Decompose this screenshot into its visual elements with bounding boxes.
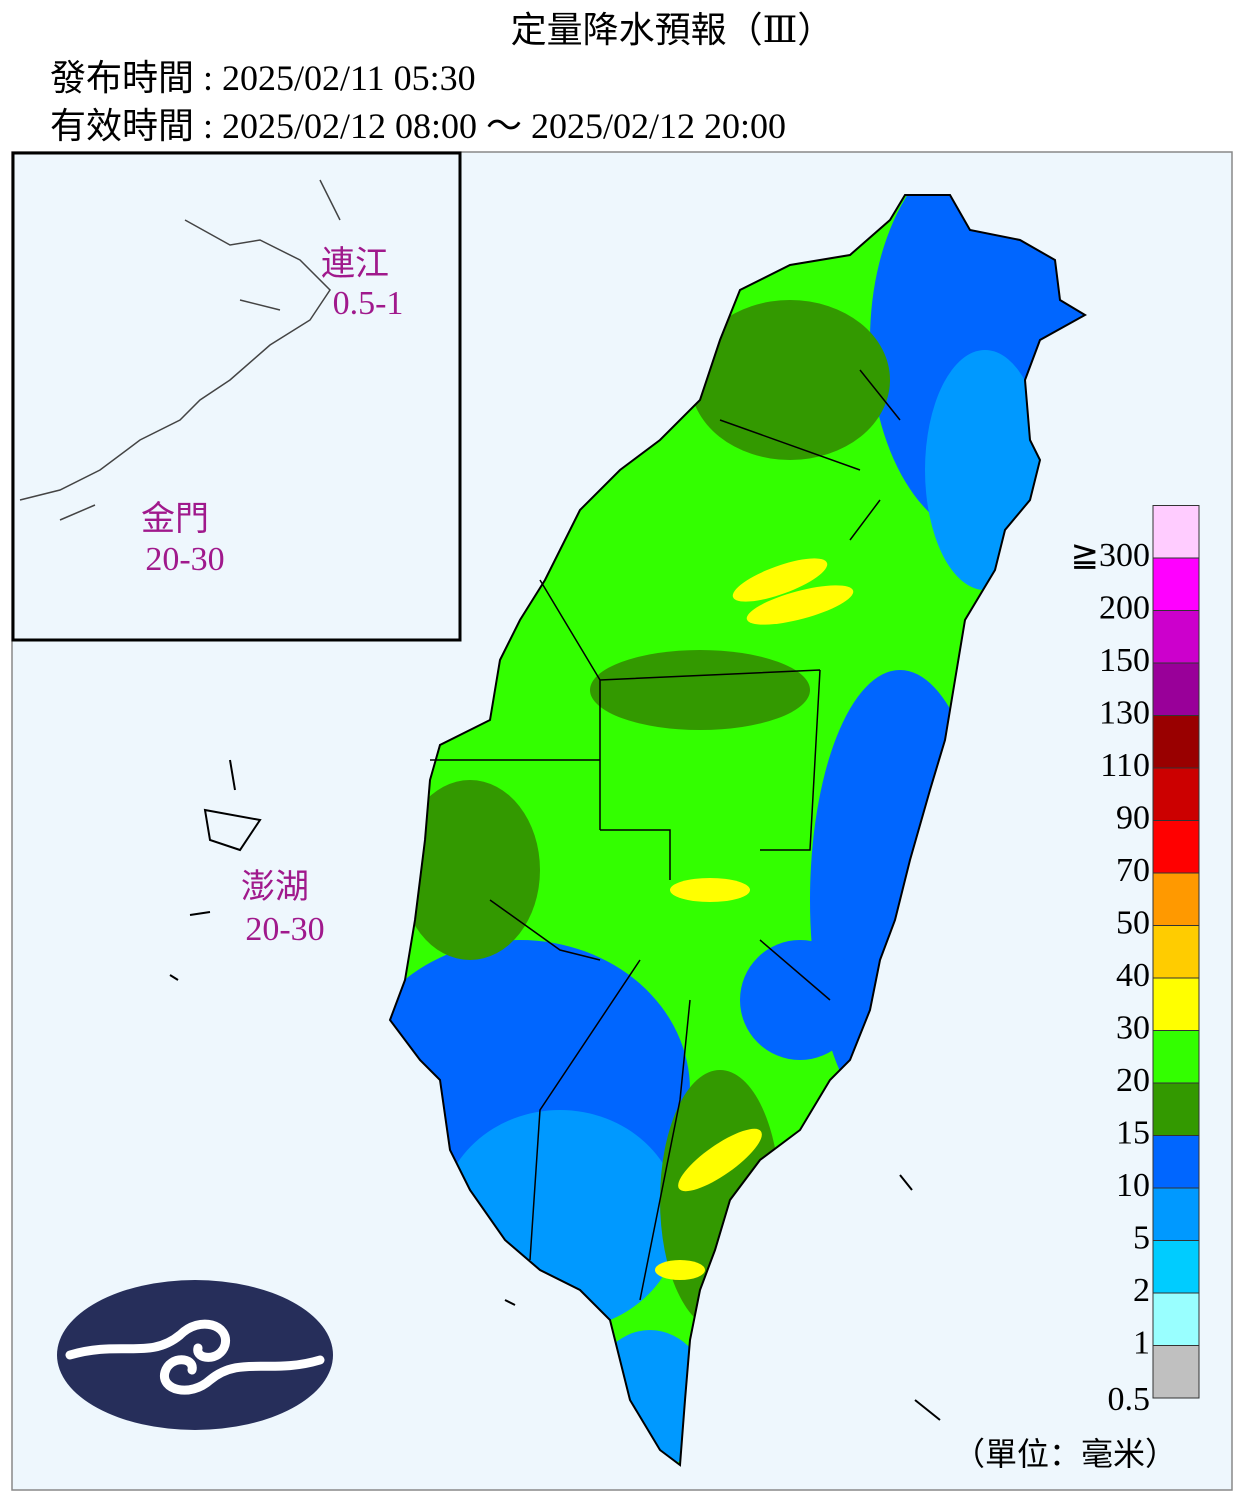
legend-label: 15 xyxy=(1116,1114,1150,1151)
inset-value: 0.5-1 xyxy=(333,285,404,322)
legend-label: 90 xyxy=(1116,799,1150,836)
unit-label: （單位：毫米） xyxy=(953,1436,1177,1472)
title: 定量降水預報（Ⅲ） xyxy=(511,10,834,50)
legend-label: 70 xyxy=(1116,852,1150,889)
islands xyxy=(169,759,941,1421)
legend: 0.5 1 2 5 10 15 20 30 40 50 70 90 110 130 150 200 ≧300 xyxy=(1071,505,1200,1418)
legend-label: 40 xyxy=(1116,957,1150,994)
legend-swatch xyxy=(1152,1082,1200,1136)
legend-label: 150 xyxy=(1099,642,1150,679)
county-borders xyxy=(430,369,901,1301)
inset-label: 連江 xyxy=(321,245,389,283)
legend-label: 1 xyxy=(1133,1324,1150,1361)
legend-swatch xyxy=(1152,505,1200,559)
valid-time: 有效時間 : 2025/02/12 08:00 ～ 2025/02/12 20:… xyxy=(50,106,786,146)
legend-swatch xyxy=(1152,820,1200,874)
island-value: 20-30 xyxy=(245,911,324,948)
legend-label: 200 xyxy=(1099,589,1150,626)
legend-swatch xyxy=(1152,1135,1200,1189)
legend-label: 10 xyxy=(1116,1167,1150,1204)
legend-label: ≧300 xyxy=(1071,537,1151,574)
legend-swatch xyxy=(1152,715,1200,769)
legend-swatch xyxy=(1152,872,1200,926)
inset-value: 20-30 xyxy=(145,541,224,578)
island-label: 澎湖 xyxy=(241,868,309,906)
legend-swatch xyxy=(1152,1187,1200,1241)
legend-swatch xyxy=(1152,1345,1200,1399)
legend-swatch xyxy=(1152,1030,1200,1084)
logo xyxy=(57,1280,333,1430)
legend-swatch xyxy=(1152,662,1200,716)
legend-label: 2 xyxy=(1133,1272,1150,1309)
legend-label: 130 xyxy=(1099,694,1150,731)
issue-time: 發布時間 : 2025/02/11 05:30 xyxy=(50,58,476,98)
legend-swatch xyxy=(1152,557,1200,611)
legend-label: 0.5 xyxy=(1108,1381,1151,1418)
inset-frame xyxy=(11,151,462,642)
legend-swatch xyxy=(1152,977,1200,1031)
legend-label: 5 xyxy=(1133,1219,1150,1256)
legend-label: 20 xyxy=(1116,1062,1150,1099)
inset-label: 金門 xyxy=(141,500,209,538)
inset-coast xyxy=(19,179,341,521)
legend-swatch xyxy=(1152,1240,1200,1294)
legend-swatch xyxy=(1152,925,1200,979)
legend-swatch xyxy=(1152,767,1200,821)
legend-label: 110 xyxy=(1100,747,1150,784)
taiwan-outline xyxy=(388,194,1087,1467)
legend-label: 30 xyxy=(1116,1009,1150,1046)
legend-label: 50 xyxy=(1116,904,1150,941)
legend-swatch xyxy=(1152,1292,1200,1346)
legend-swatch xyxy=(1152,610,1200,664)
